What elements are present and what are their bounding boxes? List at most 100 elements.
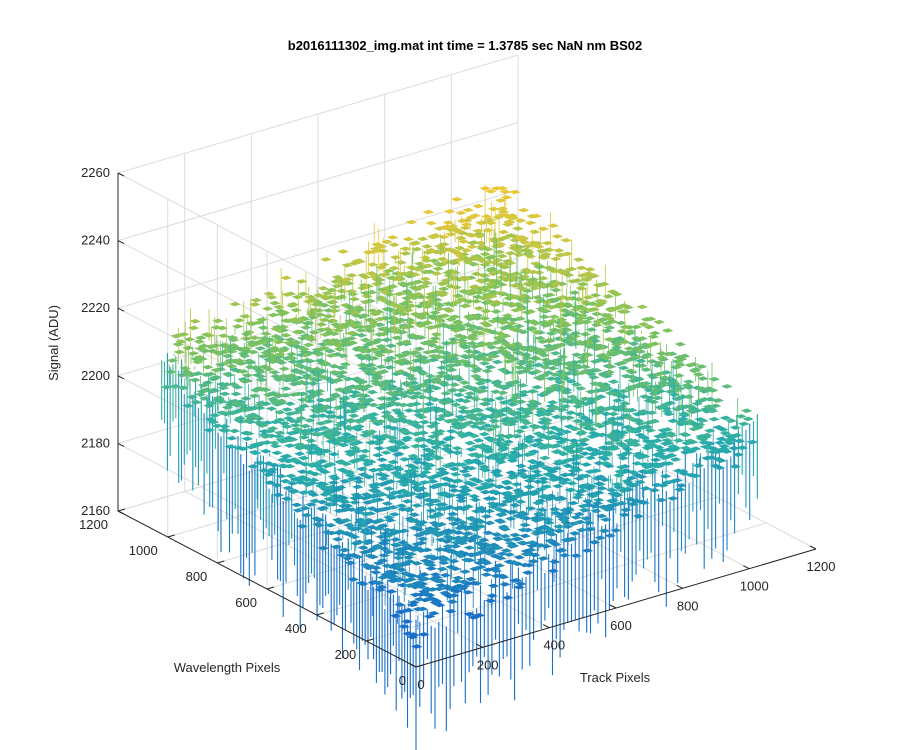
surface-cell: [512, 323, 525, 329]
surface-cell: [405, 219, 418, 225]
surface-cell: [490, 186, 503, 191]
surface-cell: [297, 335, 309, 341]
surface-cell: [440, 391, 452, 396]
surface-cell: [539, 390, 552, 396]
surface-cell: [550, 256, 562, 262]
surface-cell: [418, 419, 431, 425]
surface-cell: [199, 348, 211, 354]
surface-cell: [260, 331, 272, 336]
surface-cell: [543, 247, 555, 253]
surface-cell: [447, 511, 459, 517]
surface-cell: [351, 259, 364, 264]
surface-cell: [523, 484, 535, 490]
surface-cell: [473, 233, 486, 239]
surface-cell: [732, 452, 745, 457]
surface-cell: [560, 237, 572, 243]
surface-cell: [585, 389, 597, 395]
surface-cell: [580, 462, 592, 467]
surface-cell: [716, 427, 729, 432]
surface-cell: [473, 306, 485, 311]
surface-cell: [337, 281, 349, 286]
surface-cell: [521, 243, 534, 249]
surface-cell: [443, 209, 456, 214]
surface-cell: [388, 512, 401, 517]
surface-cell: [484, 364, 496, 370]
surface-cell: [501, 313, 514, 318]
surface-cell: [420, 280, 433, 286]
surface-cell: [579, 396, 591, 402]
surface-cell: [708, 376, 720, 382]
chart-title: b2016111302_img.mat int time = 1.3785 se…: [288, 38, 642, 53]
surface-cell: [420, 304, 433, 309]
surface-cell: [395, 260, 407, 265]
floor-grid-line: [366, 522, 767, 642]
surface-cell: [499, 189, 511, 195]
surface-cell: [410, 443, 422, 449]
surface-cell: [451, 196, 463, 202]
surface-cell: [319, 332, 332, 337]
surface-cell: [416, 236, 429, 242]
surface-cell: [427, 353, 440, 359]
surface-cell: [321, 290, 334, 296]
surface-cell: [253, 320, 265, 325]
surface-cell: [634, 479, 646, 485]
surface-cell: [260, 448, 272, 454]
surface-cell: [505, 321, 518, 326]
surface-cell: [632, 513, 645, 519]
surface-cell: [534, 335, 546, 341]
surface-cell: [516, 383, 529, 388]
surface-cell: [408, 241, 420, 247]
surface-cell: [455, 498, 467, 504]
surface-cell: [400, 339, 413, 345]
surface-cell: [411, 286, 423, 292]
surface-cell: [325, 353, 337, 358]
y-tick-mark: [266, 586, 275, 590]
surface-cell: [592, 319, 604, 325]
surface-cell: [495, 213, 507, 218]
z-tick-mark: [117, 442, 125, 447]
surface-cell: [458, 380, 471, 385]
surface-cell: [590, 508, 602, 514]
surface-cell: [189, 318, 201, 324]
x-tick-mark: [809, 545, 817, 550]
y-tick-label: 400: [285, 621, 307, 636]
surface-cell: [561, 327, 573, 333]
surface-cell: [502, 485, 515, 491]
surface-cell: [529, 229, 541, 235]
surface-cell: [497, 229, 510, 235]
surface-cell: [524, 220, 537, 226]
surface-cell: [352, 484, 364, 490]
surface-cell: [607, 379, 620, 384]
surface-cell: [482, 357, 495, 362]
surface-cell: [603, 337, 616, 342]
surface-cell: [584, 316, 596, 321]
surface-cell: [310, 302, 322, 307]
surface-cell: [592, 282, 605, 288]
surface-cell: [270, 374, 282, 379]
surface-cell: [653, 371, 665, 377]
surface-cell: [583, 339, 596, 345]
surface-cell: [496, 253, 508, 259]
surface-cell: [268, 440, 280, 446]
surface-cell: [667, 496, 679, 501]
surface-cell: [442, 220, 455, 225]
surface-cell: [505, 301, 518, 307]
surface-cell: [501, 342, 514, 347]
surface-cell: [381, 337, 393, 343]
surface-cell: [678, 411, 691, 417]
surface-cell: [305, 438, 317, 444]
surface-cell: [583, 520, 595, 526]
surface-cell: [290, 369, 302, 374]
surface-cell: [467, 336, 480, 341]
surface-cell: [379, 290, 392, 295]
surface-cell: [742, 416, 754, 422]
surface-cell: [229, 301, 241, 307]
surface-cell: [292, 508, 304, 513]
surface-cell: [449, 314, 461, 320]
surface-cell: [518, 424, 530, 430]
surface-cell: [619, 401, 631, 407]
surface-cell: [356, 362, 369, 368]
surface-cell: [549, 344, 562, 350]
surface-cell: [528, 285, 541, 291]
surface-cell: [588, 273, 600, 279]
